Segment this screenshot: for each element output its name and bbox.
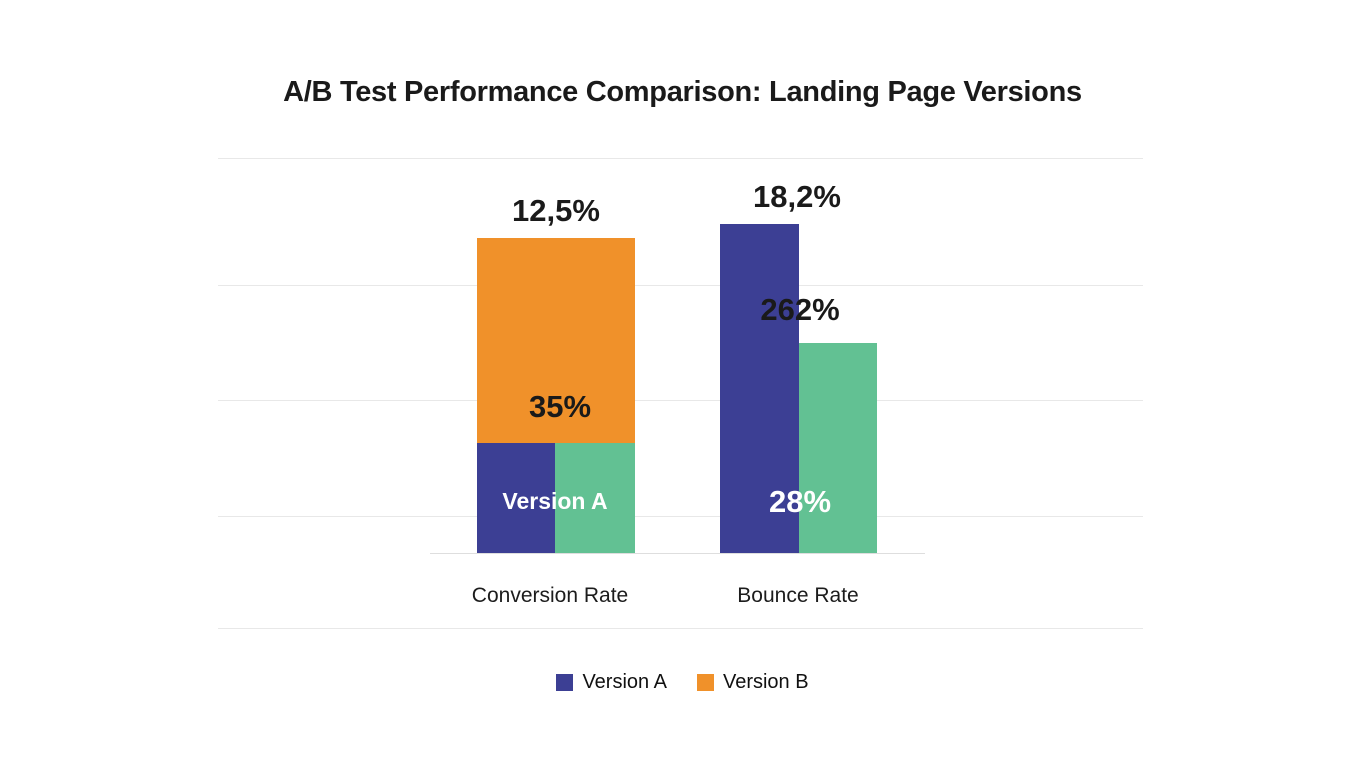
gridline [218,285,1143,286]
conversion-top-value-label: 12,5% [512,193,600,228]
gridline [218,628,1143,629]
bar-group-bounce-rate [720,158,877,553]
legend-item-version-a: Version A [556,671,667,694]
conversion-mid-value-label: 35% [528,389,592,424]
legend-label-version-b: Version B [722,671,809,693]
version-b-swatch-icon [696,674,714,691]
bounce-inner-value-label: 28% [768,484,832,519]
conversion-green-bar [555,443,635,553]
bounce-mid-value-label: 262% [760,292,840,327]
bar-group-conversion-rate [477,158,635,553]
bounce-version-a-bar [720,223,799,553]
conversion-inner-label: Version A [502,488,608,514]
x-axis-label-conversion-rate: Conversion Rate [471,584,629,607]
legend: Version A Version B [0,671,1365,694]
x-axis-baseline [430,553,925,554]
bounce-green-bar [798,342,877,553]
legend-item-version-b: Version B [696,671,809,694]
gridline [218,158,1143,159]
bounce-top-value-label: 18,2% [753,179,841,214]
version-a-swatch-icon [556,674,574,691]
conversion-version-a-bar [477,443,556,553]
x-axis-label-bounce-rate: Bounce Rate [737,584,859,607]
legend-label-version-a: Version A [582,671,667,693]
gridline [218,400,1143,401]
chart-title: A/B Test Performance Comparison: Landing… [283,76,1082,108]
gridline [218,516,1143,517]
